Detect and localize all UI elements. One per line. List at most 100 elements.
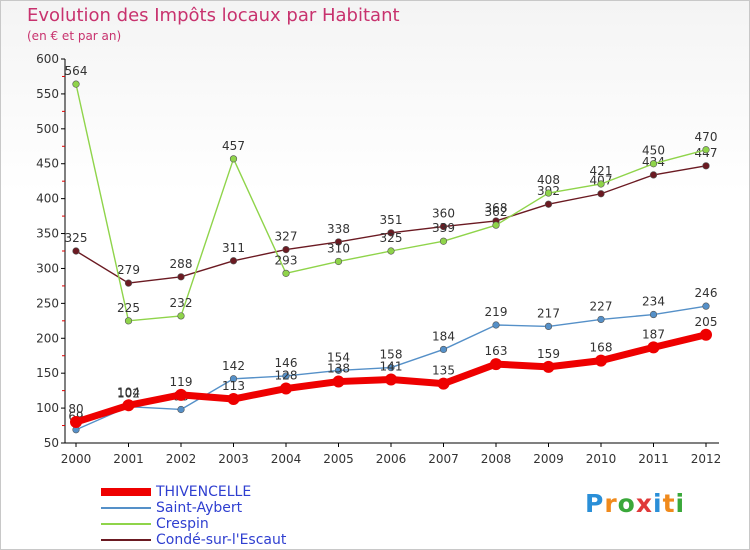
data-point-crespin (597, 180, 605, 188)
data-point-thivencelle (175, 388, 187, 401)
data-label-cond-sur-l-escaut: 311 (222, 241, 245, 255)
data-point-thivencelle (280, 382, 292, 395)
x-tick-label: 2001 (113, 452, 144, 466)
y-tick-label: 50 (44, 436, 59, 450)
logo-letter: i (653, 489, 663, 518)
data-point-cond-sur-l-escaut (282, 246, 290, 254)
y-tick-label: 300 (36, 261, 59, 275)
data-point-saint-aybert (229, 375, 238, 383)
data-label-crespin: 470 (695, 130, 718, 144)
data-label-saint-aybert: 227 (590, 299, 613, 313)
x-tick-label: 2004 (271, 452, 302, 466)
proxiti-logo: Proxiti (585, 489, 685, 518)
data-label-crespin: 362 (485, 205, 508, 219)
y-tick-label: 100 (36, 401, 59, 415)
legend-label-crespin: Crespin (156, 516, 209, 532)
data-point-thivencelle (700, 328, 712, 341)
data-point-saint-aybert (387, 363, 395, 372)
x-tick-label: 2005 (323, 452, 354, 466)
x-tick-label: 2012 (691, 452, 722, 466)
data-point-cond-sur-l-escaut (649, 171, 658, 179)
logo-letter: o (617, 489, 636, 518)
data-label-cond-sur-l-escaut: 288 (170, 257, 193, 271)
data-label-saint-aybert: 146 (275, 356, 298, 370)
data-label-crespin: 408 (537, 173, 560, 187)
data-point-crespin (439, 237, 448, 245)
x-tick-label: 2000 (61, 452, 92, 466)
y-tick-label: 550 (36, 87, 59, 101)
data-point-thivencelle (70, 416, 82, 429)
data-point-cond-sur-l-escaut (334, 238, 343, 246)
data-label-crespin: 293 (275, 253, 298, 267)
data-label-saint-aybert: 102 (117, 387, 140, 401)
data-point-saint-aybert (492, 321, 500, 329)
data-label-saint-aybert: 234 (642, 295, 665, 309)
data-point-saint-aybert (544, 322, 553, 331)
data-label-saint-aybert: 158 (380, 348, 403, 362)
legend-swatch-thivencelle (101, 488, 151, 496)
data-point-crespin (282, 269, 290, 277)
data-point-saint-aybert (702, 302, 710, 310)
data-label-crespin: 232 (170, 296, 193, 310)
data-point-crespin (334, 257, 343, 266)
data-point-saint-aybert (334, 366, 343, 374)
data-point-saint-aybert (597, 315, 605, 324)
data-point-crespin (72, 80, 80, 88)
chart-title: Evolution des Impôts locaux par Habitant (27, 5, 400, 26)
x-tick-label: 2003 (218, 452, 249, 466)
data-point-thivencelle (595, 354, 607, 367)
data-label-thivencelle: 205 (695, 315, 718, 329)
data-label-cond-sur-l-escaut: 279 (117, 263, 140, 277)
data-point-saint-aybert (177, 405, 185, 414)
legend-label-conde: Condé-sur-l'Escaut (156, 532, 287, 548)
legend-item-crespin: Crespin (101, 516, 361, 533)
data-label-saint-aybert: 184 (432, 329, 455, 343)
data-point-crespin (229, 155, 238, 163)
data-point-cond-sur-l-escaut (177, 273, 185, 281)
data-point-cond-sur-l-escaut (124, 279, 133, 287)
data-point-cond-sur-l-escaut (544, 200, 553, 208)
data-label-cond-sur-l-escaut: 368 (485, 201, 508, 215)
data-point-thivencelle (542, 360, 555, 373)
data-label-thivencelle: 141 (380, 359, 403, 373)
data-label-thivencelle: 128 (275, 369, 298, 383)
legend-label-saint-aybert: Saint-Aybert (156, 500, 243, 516)
logo-letter: r (604, 489, 618, 518)
data-point-thivencelle (332, 375, 345, 388)
data-label-cond-sur-l-escaut: 325 (65, 231, 88, 245)
data-label-thivencelle: 113 (222, 379, 245, 393)
data-point-cond-sur-l-escaut (229, 257, 238, 265)
y-tick-label: 600 (36, 52, 59, 66)
legend-item-conde: Condé-sur-l'Escaut (101, 532, 361, 549)
data-label-thivencelle: 119 (170, 375, 193, 389)
data-label-crespin: 457 (222, 139, 245, 153)
data-label-crespin: 421 (590, 164, 613, 178)
chart-subtitle: (en € et par an) (27, 29, 122, 43)
data-label-thivencelle: 104 (117, 385, 140, 399)
x-tick-label: 2007 (428, 452, 459, 466)
legend-swatch-crespin (101, 523, 151, 525)
data-point-cond-sur-l-escaut (702, 162, 710, 170)
data-label-cond-sur-l-escaut: 327 (275, 230, 298, 244)
data-label-thivencelle: 159 (537, 347, 560, 361)
legend-swatch-conde (101, 539, 151, 541)
data-label-cond-sur-l-escaut: 351 (380, 213, 403, 227)
data-point-thivencelle (647, 341, 660, 354)
data-point-crespin (544, 189, 553, 197)
data-point-saint-aybert (439, 345, 448, 354)
data-label-thivencelle: 135 (432, 364, 455, 378)
data-point-cond-sur-l-escaut (597, 190, 605, 198)
legend-item-thivencelle: THIVENCELLE (101, 484, 361, 501)
x-tick-label: 2009 (533, 452, 564, 466)
x-tick-label: 2011 (638, 452, 669, 466)
data-label-saint-aybert: 142 (222, 359, 245, 373)
y-tick-label: 350 (36, 227, 59, 241)
y-tick-label: 250 (36, 296, 59, 310)
x-tick-label: 2010 (586, 452, 617, 466)
data-label-thivencelle: 80 (68, 402, 83, 416)
data-label-thivencelle: 168 (590, 341, 613, 355)
data-point-thivencelle (437, 377, 450, 390)
data-label-thivencelle: 138 (327, 362, 350, 376)
